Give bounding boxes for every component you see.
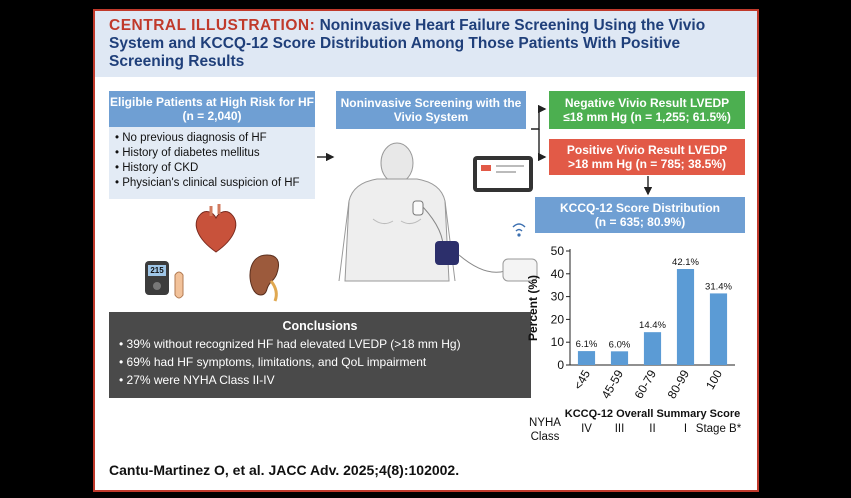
wireless-icon bbox=[512, 223, 526, 232]
kidney-icon bbox=[249, 254, 280, 302]
positive-result-box: Positive Vivio Result LVEDP >18 mm Hg (n… bbox=[549, 139, 745, 175]
bar bbox=[643, 332, 662, 365]
figure-title: CENTRAL ILLUSTRATION: Noninvasive Heart … bbox=[109, 17, 749, 71]
conclusions-box: Conclusions • 39% without recognized HF … bbox=[109, 312, 531, 398]
nyha-class: IV bbox=[581, 423, 592, 435]
central-illustration-figure: CENTRAL ILLUSTRATION: Noninvasive Heart … bbox=[93, 9, 759, 492]
y-axis-label: Percent (%) bbox=[526, 275, 540, 341]
criteria-item: • Physician's clinical suspicion of HF bbox=[115, 177, 300, 189]
kccq-bar-chart: 0 10 20 30 40 50 Percent (%) 6.1% <45 6.0% 45-59 14… bbox=[526, 244, 740, 420]
criteria-item: • History of CKD bbox=[115, 162, 199, 174]
positive-line2: >18 mm Hg (n = 785; 38.5%) bbox=[567, 157, 727, 171]
eligible-patients-box: Eligible Patients at High Risk for HF (n… bbox=[109, 91, 315, 127]
x-tick-label: <45 bbox=[571, 367, 593, 392]
nyha-label-line1: NYHA bbox=[529, 417, 561, 429]
y-tick-label: 30 bbox=[551, 290, 565, 304]
bar-data-label: 42.1% bbox=[672, 257, 699, 268]
nyha-class: III bbox=[614, 423, 625, 435]
kccq-line1: KCCQ-12 Score Distribution bbox=[559, 201, 721, 215]
x-tick-label: 80-99 bbox=[665, 367, 693, 401]
conclusion-item: • 27% were NYHA Class II-IV bbox=[119, 373, 275, 387]
nyha-label: NYHA Class bbox=[527, 416, 563, 444]
kccq-line2: (n = 635; 80.9%) bbox=[594, 215, 686, 229]
bar bbox=[610, 351, 629, 365]
x-tick-label: 45-59 bbox=[599, 367, 627, 401]
conclusion-item: • 69% had HF symptoms, limitations, and … bbox=[119, 355, 427, 369]
vivio-device-icon bbox=[502, 258, 538, 282]
chest-sensor-icon bbox=[412, 200, 424, 216]
glucometer-reading: 215 bbox=[150, 266, 164, 275]
y-tick-label: 50 bbox=[551, 244, 565, 258]
bar bbox=[577, 351, 596, 365]
title-text: Noninvasive Heart Failure Screening Usin… bbox=[109, 17, 706, 70]
negative-result-box: Negative Vivio Result LVEDP ≤18 mm Hg (n… bbox=[549, 91, 745, 129]
device-cable bbox=[458, 254, 506, 273]
heart-icon bbox=[195, 204, 237, 253]
positive-line1: Positive Vivio Result LVEDP bbox=[566, 143, 728, 157]
figure-header: CENTRAL ILLUSTRATION: Noninvasive Heart … bbox=[95, 11, 757, 77]
negative-line1: Negative Vivio Result LVEDP bbox=[564, 96, 730, 110]
cuff-icon bbox=[435, 241, 459, 265]
nyha-class: I bbox=[683, 423, 688, 435]
screening-box: Noninvasive Screening with the Vivio Sys… bbox=[336, 91, 526, 129]
bar-data-label: 6.1% bbox=[576, 339, 598, 350]
criteria-item: • No previous diagnosis of HF bbox=[115, 132, 267, 144]
patient-illustration bbox=[338, 142, 538, 282]
bar-data-label: 14.4% bbox=[639, 320, 666, 331]
arrow-to-positive bbox=[538, 129, 547, 162]
x-axis-label: KCCQ-12 Overall Summary Score bbox=[565, 408, 740, 420]
title-lead: CENTRAL ILLUSTRATION: bbox=[109, 17, 316, 34]
conclusions-heading: Conclusions bbox=[282, 319, 358, 333]
nyha-classes-row: IV III II I Stage B* bbox=[95, 423, 757, 439]
glucometer-icon bbox=[145, 261, 184, 299]
bar-data-label: 31.4% bbox=[705, 281, 732, 292]
citation: Cantu-Martinez O, et al. JACC Adv. 2025;… bbox=[109, 462, 460, 478]
bar-data-label: 6.0% bbox=[609, 339, 631, 350]
eligible-count: (n = 2,040) bbox=[182, 109, 242, 123]
nyha-class: II bbox=[649, 423, 656, 435]
bar bbox=[676, 269, 695, 365]
x-tick-label: 100 bbox=[703, 367, 725, 392]
screening-heading: Noninvasive Screening with the Vivio Sys… bbox=[340, 96, 522, 124]
x-tick-label: 60-79 bbox=[632, 367, 660, 401]
eligibility-criteria-list: • No previous diagnosis of HF • History … bbox=[109, 127, 315, 199]
y-tick-label: 0 bbox=[557, 358, 564, 372]
nyha-class: Stage B* bbox=[695, 423, 742, 435]
y-tick-label: 40 bbox=[551, 267, 565, 281]
arrow-to-negative bbox=[531, 104, 547, 130]
flow-connectors bbox=[317, 104, 653, 196]
nyha-label-line2: Class bbox=[530, 431, 560, 443]
negative-line2: ≤18 mm Hg (n = 1,255; 61.5%) bbox=[563, 110, 731, 124]
y-tick-label: 10 bbox=[551, 335, 565, 349]
criteria-item: • History of diabetes mellitus bbox=[115, 147, 260, 159]
kccq-distribution-box: KCCQ-12 Score Distribution (n = 635; 80.… bbox=[535, 197, 745, 233]
eligible-heading: Eligible Patients at High Risk for HF bbox=[109, 95, 315, 109]
conclusion-item: • 39% without recognized HF had elevated… bbox=[119, 337, 461, 351]
tablet-icon bbox=[473, 156, 533, 192]
bar bbox=[709, 293, 728, 365]
y-tick-label: 20 bbox=[551, 312, 565, 326]
